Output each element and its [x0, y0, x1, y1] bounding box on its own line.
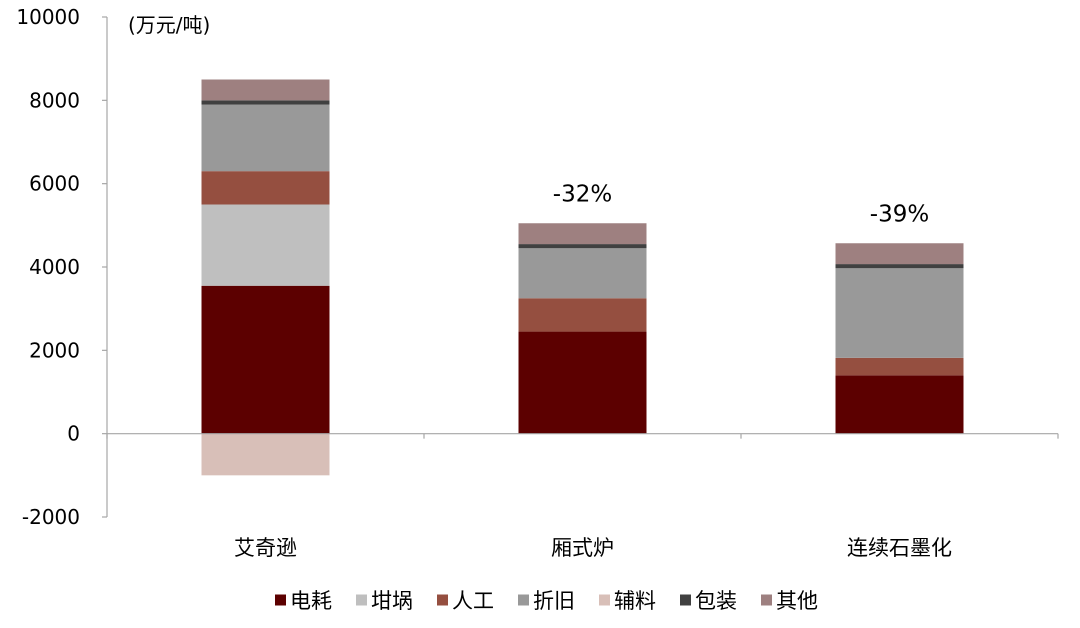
y-tick-label: 4000	[29, 255, 80, 279]
bar-segment	[518, 298, 647, 332]
legend-label: 折旧	[533, 589, 575, 613]
legend-label: 坩埚	[371, 589, 413, 613]
bar-segment	[835, 243, 964, 265]
bar-segment	[201, 285, 330, 434]
x-category-label: 厢式炉	[551, 536, 614, 560]
percent-change-label: -39%	[870, 201, 929, 227]
axes	[102, 16, 1059, 518]
y-tick-label: 6000	[29, 172, 80, 196]
bar-segment	[518, 223, 647, 245]
legend-item: 其他	[761, 589, 818, 613]
y-axis-unit-label: (万元/吨)	[128, 13, 210, 37]
category-labels: 艾奇逊 厢式炉 连续石墨化	[234, 536, 952, 560]
bar-segment	[201, 171, 330, 205]
bar-segment	[835, 264, 964, 269]
bar-segment	[835, 268, 964, 358]
bar-segment	[518, 248, 647, 299]
legend-item: 电耗	[275, 589, 332, 613]
y-axis-ticks: 10000 8000 6000 4000 2000 0 -2000	[16, 5, 80, 529]
bar-segment	[201, 104, 330, 172]
legend-item: 辅料	[599, 589, 656, 613]
legend-label: 人工	[452, 589, 494, 613]
y-tick-label: 8000	[29, 88, 80, 112]
legend-swatch	[761, 594, 772, 606]
percent-annotations: -32% -39%	[553, 181, 929, 227]
legend: 电耗 坩埚 人工 折旧 辅料 包装 其他	[275, 589, 818, 613]
legend-label: 其他	[776, 589, 818, 613]
legend-item: 坩埚	[356, 589, 413, 613]
x-category-label: 艾奇逊	[234, 536, 297, 560]
bar-segment	[835, 357, 964, 376]
bar-segment	[201, 79, 330, 101]
y-tick-label: 2000	[29, 338, 80, 362]
legend-swatch	[275, 594, 286, 606]
legend-item: 人工	[437, 589, 494, 613]
y-tick-label: 0	[67, 422, 80, 446]
y-tick-label: 10000	[16, 5, 80, 29]
bar-segment	[201, 204, 330, 286]
legend-label: 辅料	[614, 589, 656, 613]
legend-item: 包装	[680, 589, 737, 613]
bar-segment	[518, 244, 647, 249]
legend-item: 折旧	[518, 589, 575, 613]
x-category-label: 连续石墨化	[847, 536, 952, 560]
legend-swatch	[356, 594, 367, 606]
legend-label: 电耗	[290, 589, 332, 613]
legend-label: 包装	[695, 589, 737, 613]
legend-swatch	[599, 594, 610, 606]
legend-swatch	[437, 594, 448, 606]
bar-segment	[201, 433, 330, 476]
bar-segment	[201, 100, 330, 105]
bar-segment	[518, 331, 647, 434]
legend-swatch	[518, 594, 529, 606]
bars	[201, 79, 964, 476]
bar-segment	[835, 375, 964, 434]
percent-change-label: -32%	[553, 181, 612, 207]
legend-swatch	[680, 594, 691, 606]
y-tick-label: -2000	[22, 505, 80, 529]
